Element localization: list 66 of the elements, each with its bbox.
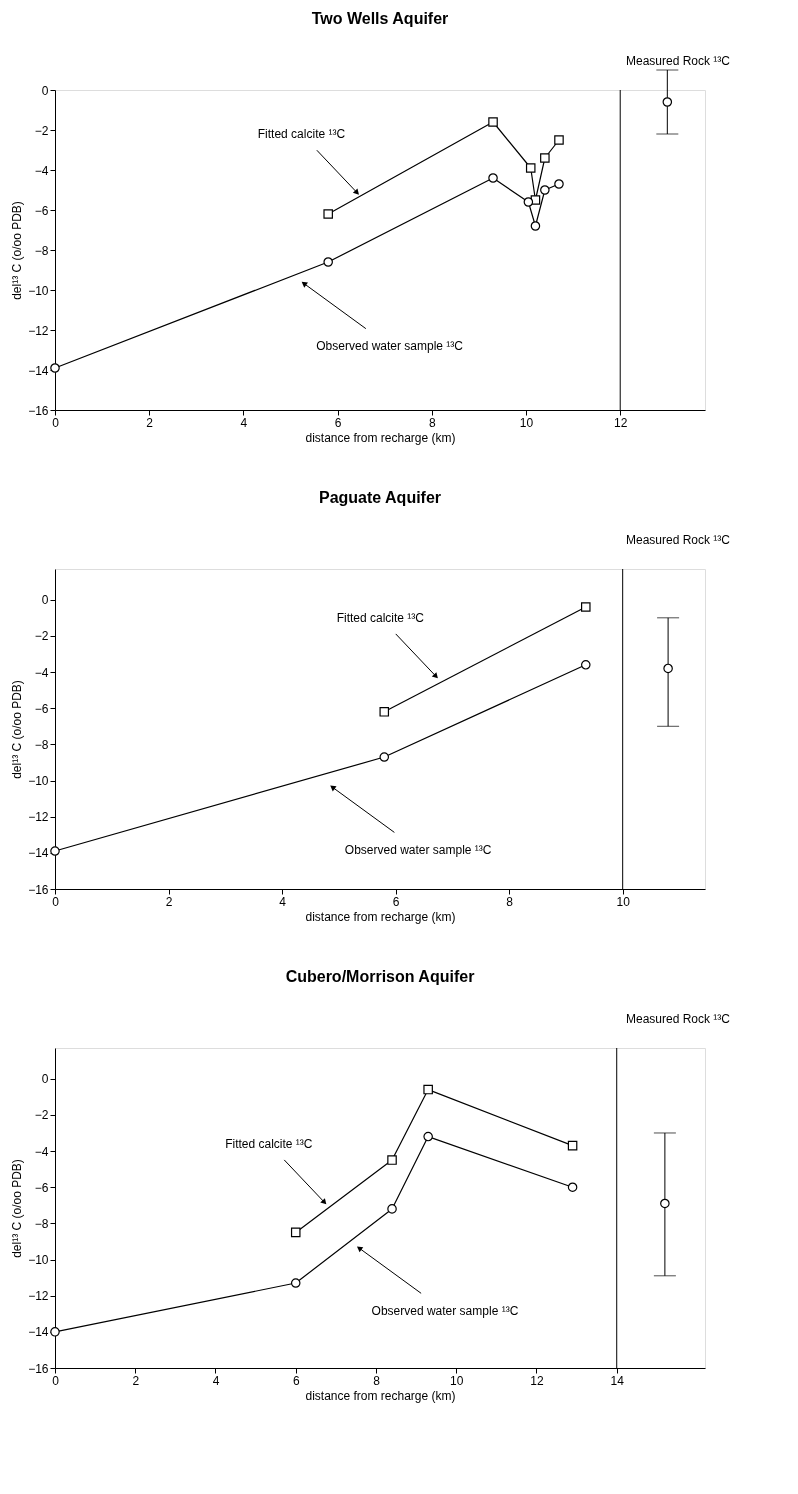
y-tick-label: −8: [34, 737, 49, 752]
y-tick-label: −14: [28, 1325, 49, 1340]
x-tick-label: 4: [279, 894, 287, 909]
y-tick-label: −2: [34, 123, 49, 138]
x-tick-label: 14: [610, 1373, 625, 1388]
y-tick-label: −2: [34, 629, 49, 644]
y-tick-label: −6: [34, 1180, 49, 1195]
x-tick-label: 6: [334, 415, 342, 430]
y-tick-label: −10: [28, 1253, 49, 1268]
text: Measured Rock ¹³C: [625, 1012, 731, 1026]
annotation: Observed water sample ¹³C: [371, 1303, 519, 1318]
chart-title: Paguate Aquifer: [318, 489, 442, 506]
x-axis-title: distance from recharge (km): [305, 909, 456, 924]
x-tick-label: 10: [519, 415, 534, 430]
text: Measured Rock ¹³C: [625, 533, 731, 547]
y-tick-label: −10: [28, 774, 49, 789]
x-tick-label: 6: [392, 894, 400, 909]
x-tick-label: 8: [373, 1373, 381, 1388]
x-tick-label: 12: [530, 1373, 544, 1388]
x-tick-label: 4: [212, 1373, 220, 1388]
x-tick-label: 8: [506, 894, 514, 909]
x-axis-title: distance from recharge (km): [305, 1388, 456, 1403]
y-tick-label: −16: [28, 403, 49, 418]
y-tick-label: −14: [28, 363, 49, 378]
y-tick-label: −12: [28, 810, 49, 825]
y-tick-label: −4: [34, 1144, 49, 1159]
annotation: Fitted calcite ¹³C: [336, 610, 425, 625]
y-tick-label: 0: [41, 83, 49, 98]
annotation: Fitted calcite ¹³C: [225, 1136, 313, 1151]
y-tick-label: −12: [28, 323, 49, 338]
y-tick-label: −4: [34, 665, 49, 680]
x-tick-label: 0: [52, 1373, 60, 1388]
y-axis-title: del¹³ C (o/oo PDB): [10, 680, 25, 779]
y-axis-title: del¹³ C (o/oo PDB): [10, 1159, 25, 1258]
x-tick-label: 2: [132, 1373, 140, 1388]
y-tick-label: −16: [28, 1361, 49, 1376]
x-tick-label: 2: [165, 894, 173, 909]
x-tick-label: 4: [240, 415, 248, 430]
y-tick-label: 0: [41, 1072, 49, 1087]
y-tick-label: −14: [28, 846, 49, 861]
x-tick-label: 12: [614, 415, 628, 430]
x-axis-title: distance from recharge (km): [305, 430, 456, 445]
x-tick-label: 10: [616, 894, 631, 909]
y-tick-label: −8: [34, 243, 49, 258]
y-tick-label: −6: [34, 701, 49, 716]
x-tick-label: 10: [450, 1373, 464, 1388]
chart-title: Cubero/Morrison Aquifer: [285, 968, 475, 985]
y-tick-label: −6: [34, 203, 49, 218]
chart-title: Two Wells Aquifer: [311, 10, 449, 27]
x-tick-label: 8: [428, 415, 436, 430]
y-tick-label: −2: [34, 1108, 49, 1123]
y-axis-title: del¹³ C (o/oo PDB): [10, 201, 25, 300]
annotation: Fitted calcite ¹³C: [257, 127, 346, 141]
y-tick-label: −16: [28, 882, 49, 897]
annotation: Observed water sample ¹³C: [316, 339, 464, 353]
y-tick-label: 0: [41, 593, 49, 608]
x-tick-label: 0: [52, 415, 60, 430]
text: Measured Rock ¹³C: [625, 54, 731, 68]
x-tick-label: 2: [146, 415, 154, 430]
x-tick-label: 6: [292, 1373, 300, 1388]
y-tick-label: −8: [34, 1216, 49, 1231]
y-tick-label: −10: [28, 283, 49, 298]
y-tick-label: −12: [28, 1289, 49, 1304]
annotation: Observed water sample ¹³C: [344, 842, 492, 857]
x-tick-label: 0: [52, 894, 60, 909]
y-tick-label: −4: [34, 163, 49, 178]
